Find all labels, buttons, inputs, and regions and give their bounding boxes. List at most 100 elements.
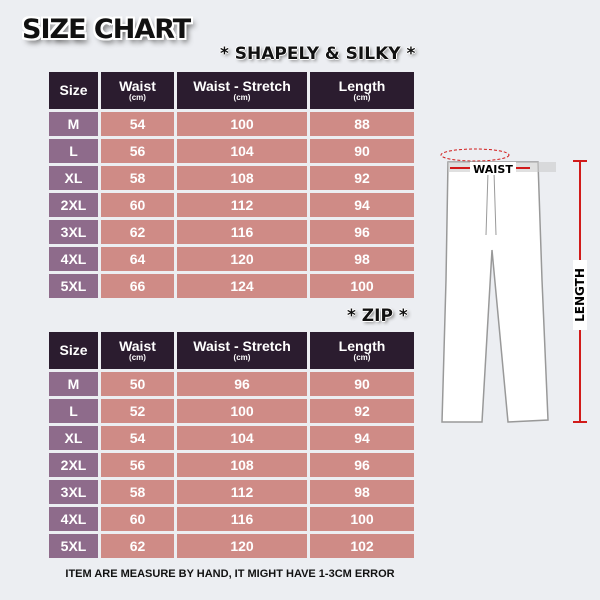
column-header: Length (cm) <box>310 72 414 109</box>
table-title-shapely: * SHAPELY & SILKY * <box>220 44 416 64</box>
size-cell: 3XL <box>49 480 98 504</box>
value-cell: 54 <box>101 426 174 450</box>
value-cell: 62 <box>101 534 174 558</box>
table-row: 4XL 60 116 100 <box>49 507 414 531</box>
table-row: M 50 96 90 <box>49 372 414 396</box>
column-header-label: Waist - Stretch <box>193 77 291 94</box>
value-cell: 92 <box>310 399 414 423</box>
size-table-shapely: Size Waist (cm) Waist - Stretch (cm) Length (c… <box>46 69 417 301</box>
column-header-unit: (cm) <box>233 352 251 362</box>
value-cell: 116 <box>177 220 307 244</box>
column-header-label: Size <box>59 342 88 359</box>
value-cell: 102 <box>310 534 414 558</box>
value-cell: 124 <box>177 274 307 298</box>
value-cell: 56 <box>101 453 174 477</box>
value-cell: 100 <box>177 112 307 136</box>
size-cell: 2XL <box>49 453 98 477</box>
column-header: Waist (cm) <box>101 332 174 369</box>
size-cell: 4XL <box>49 247 98 271</box>
value-cell: 104 <box>177 139 307 163</box>
page-title: SIZE CHART <box>22 14 191 45</box>
header-row: Size Waist (cm) Waist - Stretch (cm) Length (c… <box>49 72 414 109</box>
value-cell: 54 <box>101 112 174 136</box>
size-cell: M <box>49 112 98 136</box>
column-header-label: Waist <box>119 337 156 354</box>
size-cell: XL <box>49 426 98 450</box>
value-cell: 108 <box>177 166 307 190</box>
column-header: Waist (cm) <box>101 72 174 109</box>
pants-outline <box>441 161 549 423</box>
value-cell: 94 <box>310 426 414 450</box>
size-cell: L <box>49 399 98 423</box>
table-row: XL 58 108 92 <box>49 166 414 190</box>
size-cell: 2XL <box>49 193 98 217</box>
value-cell: 88 <box>310 112 414 136</box>
value-cell: 64 <box>101 247 174 271</box>
column-header-unit: (cm) <box>129 92 146 102</box>
table-row: XL 54 104 94 <box>49 426 414 450</box>
length-label: LENGTH <box>573 268 587 322</box>
value-cell: 96 <box>310 220 414 244</box>
column-header: Waist - Stretch (cm) <box>177 72 307 109</box>
table-row: L 56 104 90 <box>49 139 414 163</box>
table-row: L 52 100 92 <box>49 399 414 423</box>
value-cell: 90 <box>310 139 414 163</box>
table-row: 4XL 64 120 98 <box>49 247 414 271</box>
size-cell: M <box>49 372 98 396</box>
value-cell: 94 <box>310 193 414 217</box>
value-cell: 104 <box>177 426 307 450</box>
value-cell: 108 <box>177 453 307 477</box>
value-cell: 56 <box>101 139 174 163</box>
table-row: 3XL 58 112 98 <box>49 480 414 504</box>
size-cell: 5XL <box>49 274 98 298</box>
footer-note: ITEM ARE MEASURE BY HAND, IT MIGHT HAVE … <box>65 568 395 580</box>
column-header-unit: (cm) <box>353 92 371 102</box>
column-header: Size <box>49 72 98 109</box>
value-cell: 100 <box>177 399 307 423</box>
value-cell: 100 <box>310 274 414 298</box>
value-cell: 100 <box>310 507 414 531</box>
column-header-unit: (cm) <box>353 352 371 362</box>
value-cell: 90 <box>310 372 414 396</box>
column-header-label: Size <box>59 82 88 99</box>
column-header: Size <box>49 332 98 369</box>
size-cell: 4XL <box>49 507 98 531</box>
value-cell: 50 <box>101 372 174 396</box>
column-header-label: Waist <box>119 77 156 94</box>
column-header-label: Length <box>338 337 386 354</box>
pants-diagram: WAIST LENGTH <box>440 148 587 423</box>
value-cell: 120 <box>177 247 307 271</box>
header-row: Size Waist (cm) Waist - Stretch (cm) Length (c… <box>49 332 414 369</box>
value-cell: 58 <box>101 480 174 504</box>
table-row: 5XL 66 124 100 <box>49 274 414 298</box>
size-table-zip: Size Waist (cm) Waist - Stretch (cm) Length (c… <box>46 329 417 561</box>
value-cell: 58 <box>101 166 174 190</box>
size-cell: L <box>49 139 98 163</box>
table-row: 2XL 56 108 96 <box>49 453 414 477</box>
value-cell: 52 <box>101 399 174 423</box>
drawstring <box>485 171 497 236</box>
column-header-unit: (cm) <box>129 352 146 362</box>
value-cell: 112 <box>177 193 307 217</box>
column-header-label: Length <box>338 77 386 94</box>
value-cell: 120 <box>177 534 307 558</box>
size-cell: 5XL <box>49 534 98 558</box>
value-cell: 116 <box>177 507 307 531</box>
column-header: Waist - Stretch (cm) <box>177 332 307 369</box>
table-title-zip: * ZIP * <box>347 306 408 326</box>
column-header-label: Waist - Stretch <box>193 337 291 354</box>
value-cell: 96 <box>310 453 414 477</box>
table-row: 5XL 62 120 102 <box>49 534 414 558</box>
table-row: 2XL 60 112 94 <box>49 193 414 217</box>
value-cell: 98 <box>310 480 414 504</box>
value-cell: 66 <box>101 274 174 298</box>
size-cell: XL <box>49 166 98 190</box>
value-cell: 98 <box>310 247 414 271</box>
value-cell: 96 <box>177 372 307 396</box>
column-header: Length (cm) <box>310 332 414 369</box>
value-cell: 92 <box>310 166 414 190</box>
size-cell: 3XL <box>49 220 98 244</box>
length-label-background <box>573 260 587 330</box>
column-header-unit: (cm) <box>233 92 251 102</box>
value-cell: 112 <box>177 480 307 504</box>
